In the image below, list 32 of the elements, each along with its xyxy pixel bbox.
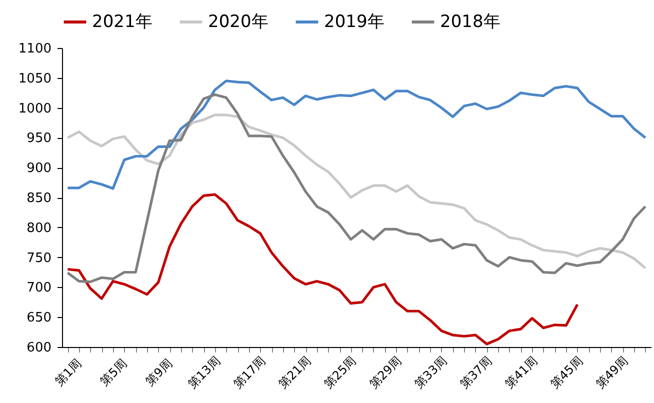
y-tick-label: 650 [26,310,52,326]
x-tick-label: 第45周 [548,354,586,392]
y-tick-label: 900 [26,161,52,176]
x-tick-label: 第25周 [321,354,359,392]
y-tick-label: 600 [26,340,52,356]
x-tick-label: 第9周 [142,356,175,389]
line-series [66,114,647,270]
x-tick-label: 第41周 [502,354,540,392]
legend-label: 2018年 [440,12,500,32]
y-tick-label: 950 [26,131,52,146]
legend-label: 2020年 [208,12,268,32]
line-series [66,193,579,346]
x-tick-label: 第5周 [97,356,130,389]
line-series [66,93,647,284]
x-tick-label: 第21周 [276,354,314,392]
legend-label: 2021年 [92,12,152,32]
legend-label: 2019年 [324,12,384,32]
x-tick-label: 第13周 [185,354,223,392]
y-tick-label: 1100 [18,42,52,56]
x-tick-label: 第49周 [593,354,631,392]
y-tick-label: 800 [26,220,52,236]
y-tick-label: 700 [26,280,52,296]
y-tick-label: 850 [26,191,52,206]
x-tick-label: 第17周 [230,354,268,392]
x-tick-label: 第33周 [412,354,450,392]
x-tick-label: 第29周 [366,354,404,392]
x-tick-label: 第1周 [52,356,84,389]
y-tick-label: 1050 [18,71,52,86]
x-tick-label: 第37周 [457,354,495,392]
line-series [66,80,647,190]
y-tick-label: 1000 [18,101,52,116]
y-tick-label: 750 [26,250,52,266]
